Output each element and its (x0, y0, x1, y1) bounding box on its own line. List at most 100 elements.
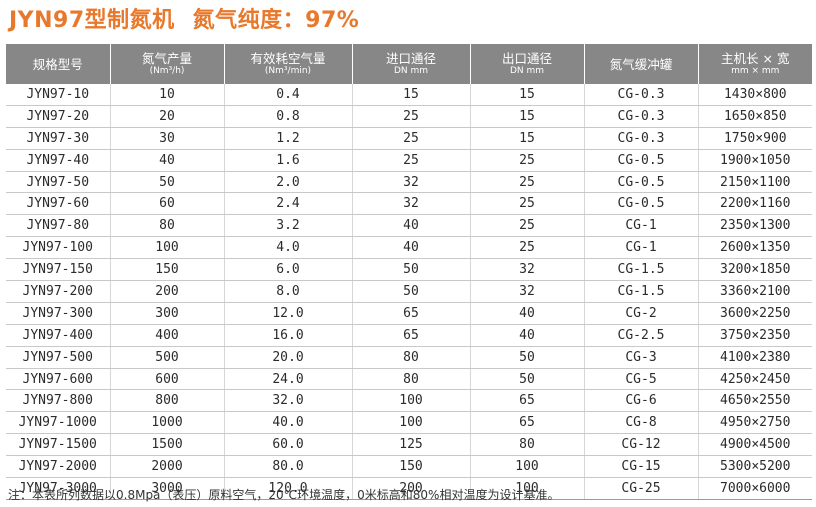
table-cell: CG-1 (584, 214, 699, 238)
table-cell: 25 (470, 171, 585, 194)
table-cell: 600 (110, 368, 225, 391)
table-cell: 3360×2100 (698, 280, 812, 303)
table-cell: CG-0.5 (584, 149, 699, 172)
table-cell: 2200×1160 (698, 192, 812, 216)
table-cell: 100 (352, 389, 471, 413)
table-cell: 80 (110, 214, 225, 238)
table-cell: 32 (352, 192, 471, 216)
table-cell: CG-1 (584, 236, 699, 260)
table-cell: 32 (470, 258, 585, 282)
table-cell: CG-6 (584, 389, 699, 413)
table-cell: CG-1.5 (584, 258, 699, 282)
column-header-unit: (Nm³/h) (149, 66, 185, 76)
table-cell: 32 (470, 280, 585, 303)
table-cell: 0.4 (224, 84, 353, 106)
table-cell: 25 (352, 127, 471, 150)
table-row: JYN97-50 50 2.0 32 25 CG-0.5 2150×1100 (6, 171, 812, 194)
table-cell: JYN97-150 (6, 258, 111, 282)
table-cell: 50 (352, 258, 471, 282)
table-cell: JYN97-40 (6, 149, 111, 172)
table-cell: JYN97-300 (6, 302, 111, 325)
table-cell: CG-0.3 (584, 127, 699, 150)
table-cell: CG-2 (584, 302, 699, 325)
table-cell: 80 (470, 433, 585, 457)
table-cell: CG-5 (584, 368, 699, 391)
column-header: 氮气缓冲罐 (584, 44, 699, 84)
table-cell: 25 (352, 105, 471, 128)
table-cell: 4900×4500 (698, 433, 812, 457)
table-cell: 10 (110, 84, 225, 106)
column-header-unit: DN mm (393, 66, 429, 76)
table-row: JYN97-1000 1000 40.0 100 65 CG-8 4950×2750 (6, 411, 812, 435)
table-cell: 4100×2380 (698, 346, 812, 369)
table-cell: 25 (470, 149, 585, 172)
table-row: JYN97-20 20 0.8 25 15 CG-0.3 1650×850 (6, 105, 812, 128)
column-header-unit: (Nm³/min) (264, 66, 312, 76)
table-cell: 500 (110, 346, 225, 369)
table-cell: 1000 (110, 411, 225, 435)
table-cell: JYN97-600 (6, 368, 111, 391)
table-cell: 80 (352, 368, 471, 391)
table-row: JYN97-3000 3000 120.0 200 100 CG-25 7000×6000 (6, 477, 812, 500)
table-cell: 2600×1350 (698, 236, 812, 260)
table-cell: 50 (352, 280, 471, 303)
table-cell: 30 (110, 127, 225, 150)
table-cell: 1650×850 (698, 105, 812, 128)
table-cell: 80 (352, 346, 471, 369)
table-cell: 0.8 (224, 105, 353, 128)
table-cell: 40 (470, 324, 585, 347)
table-cell: CG-12 (584, 433, 699, 457)
table-cell: 20 (110, 105, 225, 128)
table-cell: 7000×6000 (698, 477, 812, 500)
table-cell: 3000 (110, 477, 225, 500)
table-row: JYN97-80 80 3.2 40 25 CG-1 2350×1300 (6, 214, 812, 238)
table-cell: 25 (352, 149, 471, 172)
table-row: JYN97-600 600 24.0 80 50 CG-5 4250×2450 (6, 368, 812, 391)
table-cell: 8.0 (224, 280, 353, 303)
table-cell: CG-8 (584, 411, 699, 435)
column-header-label: 出口通径 (501, 51, 552, 66)
table-cell: 2350×1300 (698, 214, 812, 238)
table-cell: 80.0 (224, 455, 353, 479)
table-cell: 12.0 (224, 302, 353, 325)
table-cell: 15 (470, 105, 585, 128)
table-cell: 2.0 (224, 171, 353, 194)
column-header-label: 有效耗空气量 (250, 51, 326, 66)
table-cell: 16.0 (224, 324, 353, 347)
table-cell: JYN97-3000 (6, 477, 111, 500)
footnote: 注：本表所列数据以0.8Mpa（表压）原料空气，20℃环境温度，0米标高和80%… (8, 488, 560, 502)
table-cell: 40 (110, 149, 225, 172)
table-cell: 300 (110, 302, 225, 325)
page-title: JYN97型制氮机 氮气纯度：97% (9, 4, 359, 38)
table-cell: 65 (470, 389, 585, 413)
column-header-label: 进口通径 (385, 51, 436, 66)
table-cell: 1900×1050 (698, 149, 812, 172)
table-cell: 200 (352, 477, 471, 500)
table-row: JYN97-300 300 12.0 65 40 CG-2 3600×2250 (6, 302, 812, 325)
table-cell: 50 (470, 368, 585, 391)
title-model: JYN97型制氮机 (9, 8, 175, 33)
table-cell: 3600×2250 (698, 302, 812, 325)
table-cell: JYN97-80 (6, 214, 111, 238)
table-row: JYN97-2000 2000 80.0 150 100 CG-15 5300×5200 (6, 455, 812, 479)
table-row: JYN97-800 800 32.0 100 65 CG-6 4650×2550 (6, 389, 812, 413)
table-cell: 25 (470, 236, 585, 260)
table-cell: 150 (352, 455, 471, 479)
column-header-label: 主机长 × 宽 (721, 51, 790, 66)
table-row: JYN97-40 40 1.6 25 25 CG-0.5 1900×1050 (6, 149, 812, 172)
table-cell: 2150×1100 (698, 171, 812, 194)
table-cell: 400 (110, 324, 225, 347)
table-cell: 100 (352, 411, 471, 435)
table-cell: JYN97-400 (6, 324, 111, 347)
table-cell: 50 (110, 171, 225, 194)
table-body: JYN97-10 10 0.4 15 15 CG-0.3 1430×800 JYN97-20 2… (6, 84, 812, 500)
table-cell: CG-0.5 (584, 171, 699, 194)
table-cell: 3750×2350 (698, 324, 812, 347)
table-cell: CG-3 (584, 346, 699, 369)
column-header: 主机长 × 宽 mm × mm (698, 44, 812, 84)
table-cell: 2000 (110, 455, 225, 479)
table-cell: 4950×2750 (698, 411, 812, 435)
table-cell: 24.0 (224, 368, 353, 391)
title-purity: 氮气纯度：97% (192, 8, 360, 33)
table-cell: 65 (352, 302, 471, 325)
